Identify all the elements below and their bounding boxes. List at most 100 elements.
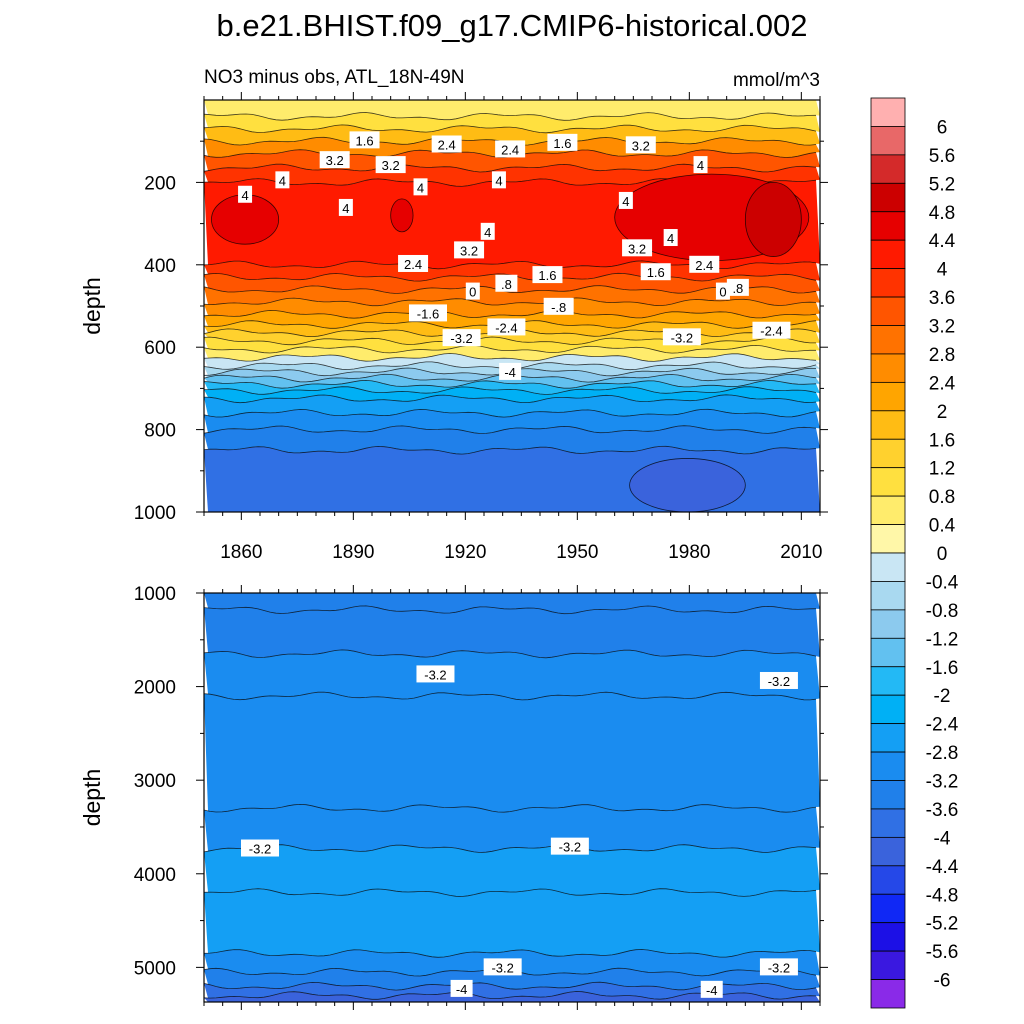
- contour-label: 4: [663, 229, 678, 247]
- colorbar-swatch: [870, 325, 906, 355]
- svg-text:3.2: 3.2: [628, 241, 646, 256]
- colorbar-swatch: [870, 268, 906, 298]
- y-tick-label: 800: [144, 421, 176, 442]
- svg-text:1.6: 1.6: [355, 133, 373, 148]
- colorbar-swatch: [870, 609, 906, 639]
- contour-label: 1.6: [532, 266, 563, 284]
- colorbar-tick-label: -5.6: [926, 942, 959, 963]
- svg-text:0: 0: [469, 285, 476, 300]
- upper-contour-line: [204, 112, 817, 121]
- svg-text:4: 4: [279, 173, 286, 188]
- upper-band: [204, 409, 820, 434]
- colorbar-swatch: [870, 353, 906, 383]
- y-tick-label: 600: [144, 338, 176, 359]
- colorbar-tick-label: 3.6: [929, 288, 955, 309]
- svg-text:3.2: 3.2: [326, 153, 344, 168]
- x-tick-label: 2010: [780, 542, 822, 563]
- contour-label: 3.2: [625, 136, 656, 154]
- upper-contour-field: [204, 100, 820, 512]
- upper-contour-patch: [629, 458, 746, 512]
- colorbar-tick-label: -2.8: [926, 743, 959, 764]
- upper-contour-line: [204, 344, 816, 354]
- lower-contour-line: [204, 844, 817, 853]
- lower-contour-line: [204, 949, 817, 958]
- svg-text:3.2: 3.2: [460, 243, 478, 258]
- colorbar: 6 5.6 5.2 4.8 4.4 4 3.6 3.2 2.8 2.4 2 1.6 1.2 0.8 0.4 0…: [870, 97, 959, 1009]
- lower-contour-line: [204, 691, 817, 701]
- colorbar-swatch: [870, 893, 906, 924]
- upper-contour-line: [204, 163, 817, 173]
- colorbar-tick-label: -5.2: [926, 914, 959, 935]
- contour-label: .8: [726, 278, 749, 296]
- contour-label: -3.2: [759, 671, 798, 689]
- colorbar-swatch: [870, 581, 906, 611]
- colorbar-swatch: [870, 694, 906, 725]
- y-tick-label: 200: [144, 173, 176, 194]
- colorbar-tick-label: 2.4: [929, 373, 956, 394]
- colorbar-swatch: [870, 211, 906, 241]
- lower-band: [204, 844, 820, 897]
- upper-band: [204, 112, 820, 133]
- upper-band: [204, 374, 820, 389]
- colorbar-swatch: [870, 410, 906, 440]
- colorbar-tick-label: 4.4: [929, 231, 956, 252]
- colorbar-swatch: [870, 780, 906, 810]
- svg-text:-.8: -.8: [551, 300, 566, 315]
- colorbar-swatch: [870, 524, 906, 554]
- upper-contour-line: [204, 386, 817, 395]
- colorbar-swatch: [870, 922, 906, 952]
- lower-contour-line: [204, 649, 817, 659]
- contour-label: -3.2: [662, 328, 701, 346]
- chart-subtitle-variable: NO3 minus obs, ATL_18N-49N: [204, 67, 465, 88]
- upper-contour-line: [204, 394, 817, 404]
- contour-label: 0: [465, 282, 480, 300]
- svg-text:4: 4: [484, 225, 491, 240]
- contour-label: 3.2: [375, 156, 406, 174]
- colorbar-swatch: [870, 438, 906, 469]
- contour-label: 4: [491, 171, 506, 189]
- upper-band: [204, 380, 820, 395]
- contour-label: -2.4: [487, 318, 526, 336]
- upper-band: [204, 297, 820, 319]
- colorbar-tick-label: -1.2: [926, 629, 959, 650]
- svg-text:4: 4: [417, 180, 424, 195]
- colorbar-tick-label: 3.2: [929, 317, 955, 338]
- contour-label: 2.4: [495, 140, 526, 158]
- colorbar-tick-label: 4.8: [929, 203, 955, 224]
- svg-text:-1.6: -1.6: [417, 306, 439, 321]
- contour-label: .8: [495, 274, 518, 292]
- colorbar-tick-label: 5.2: [929, 174, 955, 195]
- contour-label: 2.4: [398, 254, 429, 272]
- contour-label: 3.2: [319, 151, 350, 169]
- y-tick-label: 3000: [134, 771, 176, 792]
- contour-label: -4: [499, 362, 522, 380]
- contour-label: -3.2: [442, 329, 481, 347]
- lower-band: [204, 804, 820, 853]
- svg-text:4: 4: [622, 194, 629, 209]
- colorbar-tick-label: -4.8: [926, 885, 959, 906]
- y-tick-label: 4000: [134, 865, 176, 886]
- svg-text:4: 4: [667, 231, 674, 246]
- colorbar-tick-label: 1.6: [929, 430, 955, 451]
- colorbar-swatch: [870, 751, 906, 781]
- colorbar-swatch: [870, 865, 906, 895]
- svg-text:-3.2: -3.2: [424, 667, 446, 682]
- colorbar-tick-label: -3.6: [926, 800, 959, 821]
- upper-contour-patch: [390, 198, 414, 233]
- upper-contour-patch: [744, 181, 802, 257]
- contour-label: -3.2: [416, 665, 455, 683]
- colorbar-swatch: [870, 467, 906, 497]
- contour-label: 1.6: [349, 131, 380, 149]
- y-tick-label: 2000: [134, 678, 176, 699]
- lower-band: [204, 649, 820, 700]
- svg-text:2.4: 2.4: [438, 137, 456, 152]
- upper-contour-line: [204, 445, 817, 455]
- lower-contour-field: [204, 593, 820, 1002]
- svg-text:-3.2: -3.2: [768, 674, 790, 689]
- contour-label: -3.2: [550, 837, 589, 855]
- colorbar-tick-label: -2: [934, 686, 951, 707]
- y-tick-label: 1000: [134, 584, 176, 605]
- contour-label: -3.2: [759, 958, 798, 976]
- colorbar-tick-label: -3.2: [926, 772, 959, 793]
- lower-band: [204, 692, 820, 813]
